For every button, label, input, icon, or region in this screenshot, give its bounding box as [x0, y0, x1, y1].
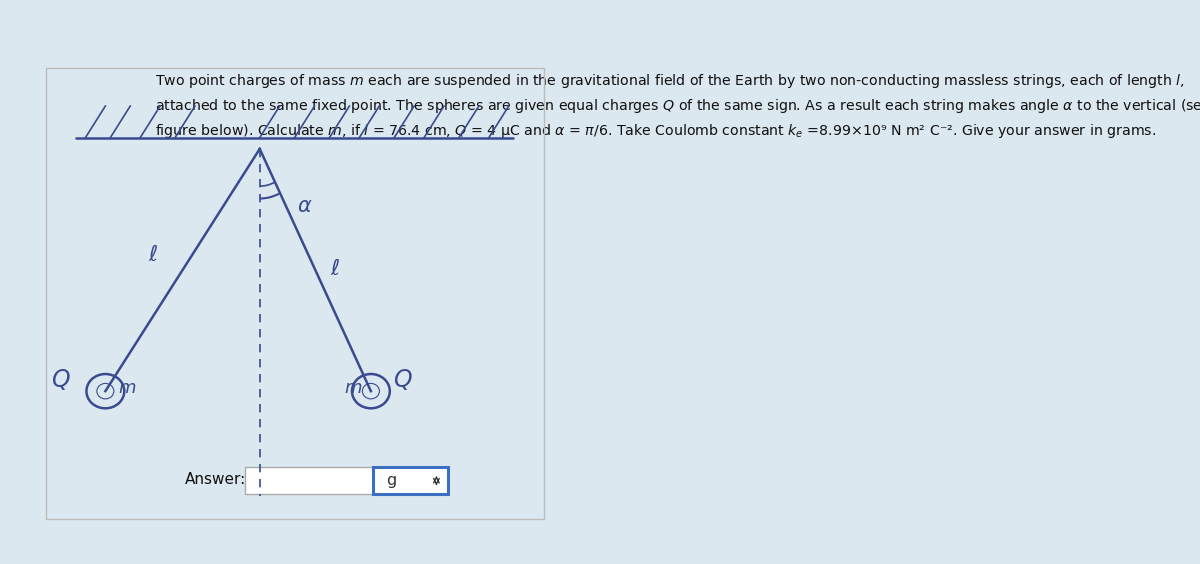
Text: $\ell$: $\ell$	[330, 258, 341, 279]
Text: $Q$: $Q$	[394, 367, 413, 391]
Text: $\ell$: $\ell$	[148, 245, 158, 265]
FancyBboxPatch shape	[245, 467, 373, 494]
Text: g: g	[386, 473, 396, 488]
Text: Two point charges of mass $m$ each are suspended in the gravitational field of t: Two point charges of mass $m$ each are s…	[155, 72, 1200, 140]
Text: Answer:: Answer:	[185, 472, 246, 487]
Text: $m$: $m$	[343, 380, 362, 398]
Text: $Q$: $Q$	[50, 367, 71, 391]
Text: $m$: $m$	[118, 380, 136, 398]
FancyBboxPatch shape	[373, 467, 448, 494]
Text: $\alpha$: $\alpha$	[298, 196, 312, 216]
